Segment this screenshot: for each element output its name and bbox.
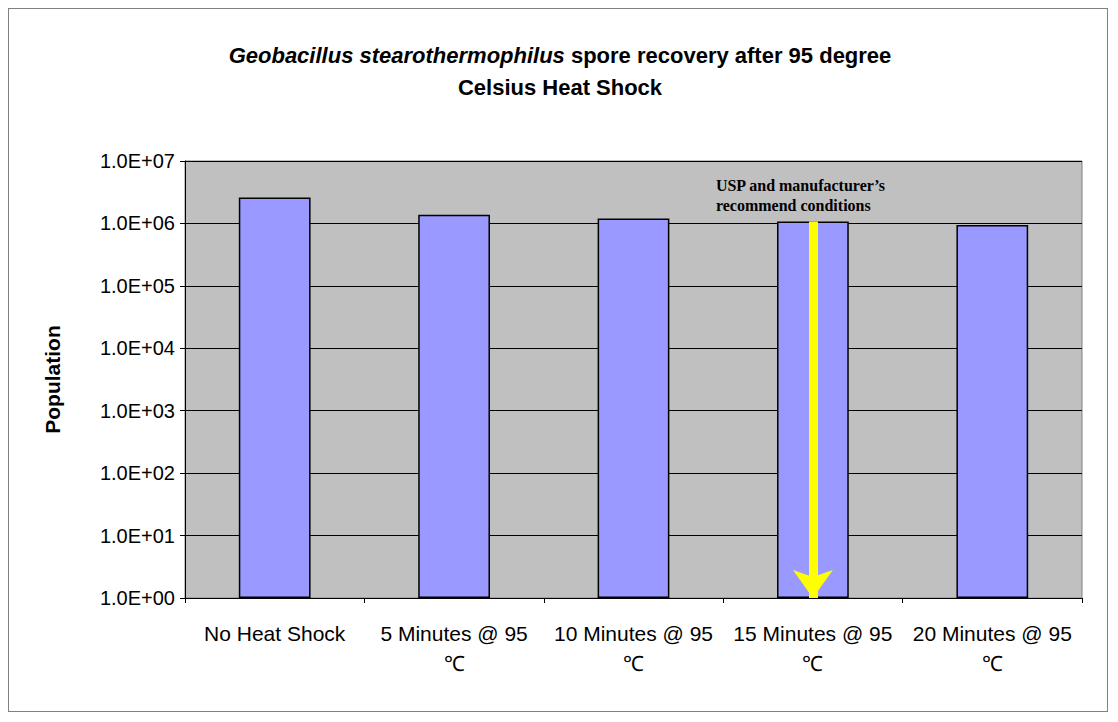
svg-text:℃: ℃: [802, 652, 823, 675]
svg-text:Celsius Heat Shock: Celsius Heat Shock: [458, 75, 663, 100]
svg-text:1.0E+02: 1.0E+02: [100, 462, 175, 484]
svg-text:℃: ℃: [982, 652, 1003, 675]
svg-text:10 Minutes @ 95: 10 Minutes @ 95: [554, 622, 713, 645]
svg-text:Population: Population: [41, 325, 64, 434]
svg-text:No Heat Shock: No Heat Shock: [204, 622, 346, 645]
svg-text:1.0E+07: 1.0E+07: [100, 150, 175, 172]
svg-text:1.0E+05: 1.0E+05: [100, 275, 175, 297]
svg-text:15 Minutes @ 95: 15 Minutes @ 95: [733, 622, 892, 645]
svg-text:1.0E+03: 1.0E+03: [100, 400, 175, 422]
svg-text:20 Minutes @ 95: 20 Minutes @ 95: [913, 622, 1072, 645]
svg-text:USP and manufacturer’s: USP and manufacturer’s: [716, 177, 885, 194]
svg-text:spore recovery after 95 degree: spore recovery after 95 degree: [565, 43, 892, 68]
svg-text:1.0E+01: 1.0E+01: [100, 525, 175, 547]
svg-text:recommend conditions: recommend conditions: [716, 197, 871, 214]
svg-text:1.0E+04: 1.0E+04: [100, 337, 175, 359]
svg-text:5 Minutes @ 95: 5 Minutes @ 95: [380, 622, 527, 645]
svg-text:℃: ℃: [444, 652, 465, 675]
svg-text:℃: ℃: [623, 652, 644, 675]
svg-text:Geobacillus stearothermophilus: Geobacillus stearothermophilus: [229, 43, 565, 68]
svg-text:1.0E+00: 1.0E+00: [100, 587, 175, 609]
svg-text:1.0E+06: 1.0E+06: [100, 212, 175, 234]
